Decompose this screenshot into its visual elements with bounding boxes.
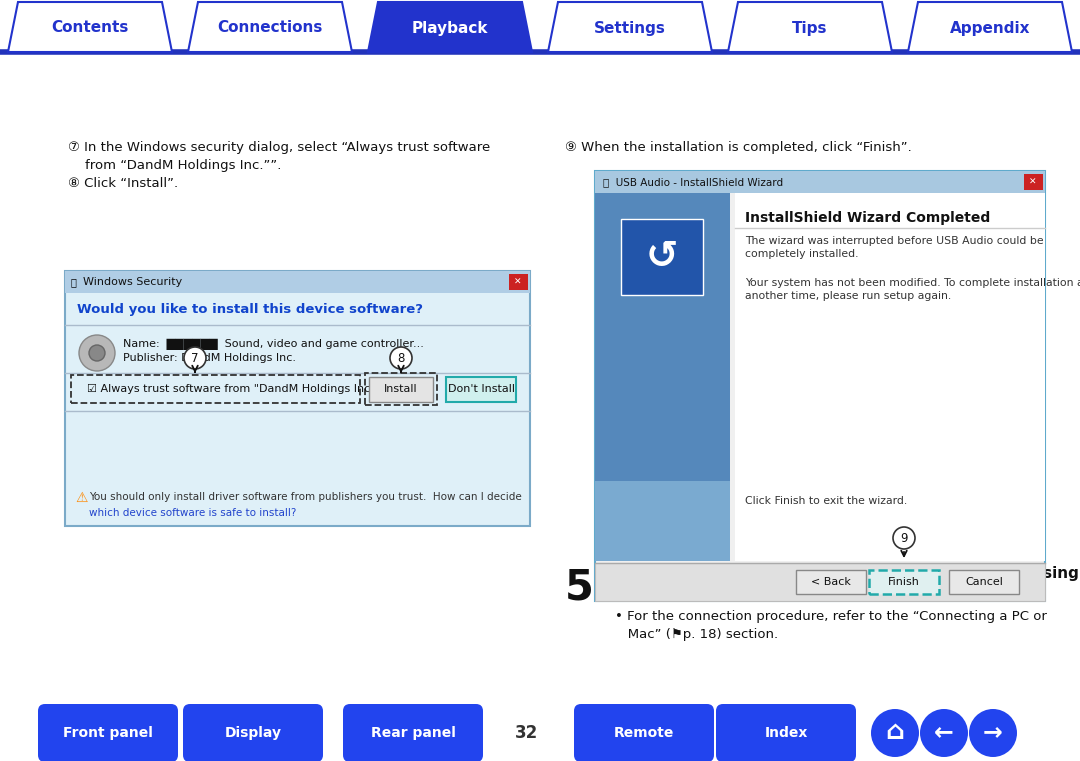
Text: Would you like to install this device software?: Would you like to install this device so… (77, 303, 423, 316)
Text: ✕: ✕ (514, 278, 522, 286)
Text: ☑ Always trust software from "DandM Holdings Inc.".: ☑ Always trust software from "DandM Hold… (87, 384, 382, 394)
Text: Settings: Settings (594, 21, 666, 36)
FancyBboxPatch shape (716, 704, 856, 761)
Text: →: → (983, 720, 1003, 744)
FancyBboxPatch shape (595, 171, 1045, 193)
Text: 🖥: 🖥 (71, 277, 77, 287)
Text: • For the connection procedure, refer to the “Connecting a PC or
   Mac” (⚑p. 18: • For the connection procedure, refer to… (615, 610, 1047, 641)
Text: Install: Install (384, 384, 418, 394)
Polygon shape (368, 2, 532, 52)
Circle shape (920, 709, 968, 757)
Circle shape (870, 709, 919, 757)
Polygon shape (548, 2, 712, 52)
Text: 🖥  USB Audio - InstallShield Wizard: 🖥 USB Audio - InstallShield Wizard (603, 177, 783, 187)
Text: ⑦ In the Windows security dialog, select “Always trust software
    from “DandM : ⑦ In the Windows security dialog, select… (68, 141, 490, 190)
Text: 9: 9 (901, 531, 908, 545)
FancyBboxPatch shape (446, 377, 516, 402)
Text: ✕: ✕ (1029, 177, 1037, 186)
FancyBboxPatch shape (65, 271, 530, 526)
Circle shape (893, 527, 915, 549)
FancyBboxPatch shape (595, 481, 730, 561)
FancyBboxPatch shape (183, 704, 323, 761)
Text: Remote: Remote (613, 726, 674, 740)
Text: Click Finish to exit the wizard.: Click Finish to exit the wizard. (745, 496, 907, 506)
FancyBboxPatch shape (595, 193, 730, 561)
Text: 8: 8 (397, 352, 405, 365)
Text: < Back: < Back (811, 577, 851, 587)
Text: Finish: Finish (888, 577, 920, 587)
Text: Index: Index (765, 726, 808, 740)
Text: Name:  ██████  Sound, video and game controller...: Name: ██████ Sound, video and game contr… (123, 339, 423, 350)
Text: Publisher: DandM Holdings Inc.: Publisher: DandM Holdings Inc. (123, 353, 296, 363)
Circle shape (79, 335, 114, 371)
Circle shape (89, 345, 105, 361)
Text: Rear panel: Rear panel (370, 726, 456, 740)
Circle shape (390, 347, 411, 369)
Text: You should only install driver software from publishers you trust.  How can I de: You should only install driver software … (89, 492, 522, 502)
Text: Don't Install: Don't Install (447, 384, 514, 394)
Text: ⌂: ⌂ (886, 719, 904, 745)
FancyBboxPatch shape (509, 274, 528, 290)
Text: 7: 7 (191, 352, 199, 365)
FancyBboxPatch shape (796, 570, 866, 594)
Text: 32: 32 (515, 724, 539, 742)
FancyBboxPatch shape (621, 219, 703, 295)
Polygon shape (908, 2, 1072, 52)
Text: With the unit power off, connect the unit and PC using
a USB cable (supplied).: With the unit power off, connect the uni… (610, 566, 1079, 600)
Text: ⚠: ⚠ (75, 491, 87, 505)
Text: ↺: ↺ (646, 238, 678, 276)
FancyBboxPatch shape (949, 570, 1020, 594)
Text: Appendix: Appendix (949, 21, 1030, 36)
Text: InstallShield Wizard Completed: InstallShield Wizard Completed (745, 211, 990, 225)
Text: which device software is safe to install?: which device software is safe to install… (89, 508, 296, 518)
FancyBboxPatch shape (65, 271, 530, 293)
FancyBboxPatch shape (573, 704, 714, 761)
FancyBboxPatch shape (369, 377, 433, 402)
Polygon shape (188, 2, 352, 52)
FancyBboxPatch shape (595, 171, 1045, 601)
Text: Cancel: Cancel (966, 577, 1003, 587)
FancyBboxPatch shape (735, 193, 1045, 561)
Circle shape (184, 347, 206, 369)
FancyBboxPatch shape (38, 704, 178, 761)
Text: ⑨ When the installation is completed, click “Finish”.: ⑨ When the installation is completed, cl… (565, 141, 912, 154)
Polygon shape (728, 2, 892, 52)
Polygon shape (8, 2, 172, 52)
FancyBboxPatch shape (1024, 174, 1043, 190)
Text: Display: Display (225, 726, 282, 740)
Text: Front panel: Front panel (63, 726, 153, 740)
Text: Contents: Contents (52, 21, 129, 36)
Circle shape (969, 709, 1017, 757)
FancyBboxPatch shape (595, 563, 1045, 601)
Text: ←: ← (934, 720, 954, 744)
Text: Tips: Tips (793, 21, 827, 36)
Text: Playback: Playback (411, 21, 488, 36)
Text: 5: 5 (565, 566, 594, 608)
Text: Your system has not been modified. To complete installation at
another time, ple: Your system has not been modified. To co… (745, 278, 1080, 301)
FancyBboxPatch shape (343, 704, 483, 761)
Text: Windows Security: Windows Security (83, 277, 183, 287)
Text: The wizard was interrupted before USB Audio could be
completely installed.: The wizard was interrupted before USB Au… (745, 236, 1043, 260)
FancyBboxPatch shape (869, 570, 939, 594)
Text: Connections: Connections (217, 21, 323, 36)
